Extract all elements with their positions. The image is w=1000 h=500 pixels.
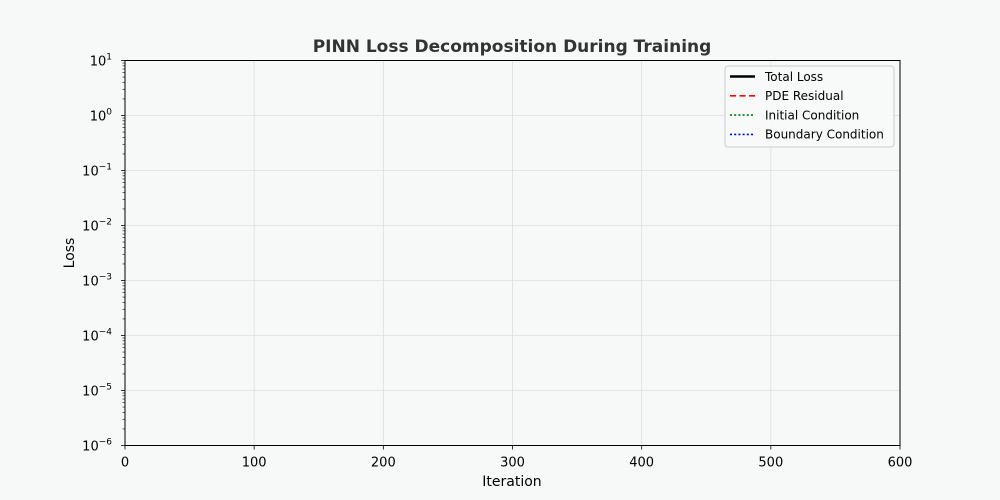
y-tick-exponent: −4 bbox=[99, 328, 113, 338]
y-tick-label: 101 bbox=[90, 53, 112, 70]
y-tick-base: 10 bbox=[82, 330, 99, 345]
y-tick-label: 10−2 bbox=[82, 218, 112, 235]
y-tick-exponent: −5 bbox=[99, 383, 112, 393]
y-tick-label: 10−5 bbox=[82, 383, 112, 400]
x-tick-label: 100 bbox=[242, 456, 267, 471]
axis-ticks: 0 100 200 300 400 500 60010110010−110−210−310−… bbox=[82, 53, 912, 471]
y-tick-base: 10 bbox=[82, 440, 99, 455]
y-tick-label: 10−6 bbox=[82, 438, 112, 455]
legend: Total Loss PDE Residual Initial Condition B… bbox=[724, 65, 895, 148]
x-tick-label: 200 bbox=[371, 456, 396, 471]
y-tick-exponent: −1 bbox=[99, 163, 112, 173]
y-axis-label: Loss bbox=[62, 238, 78, 269]
y-tick-base: 10 bbox=[82, 165, 99, 180]
y-tick-label: 10−4 bbox=[82, 328, 112, 345]
y-tick-base: 10 bbox=[82, 220, 99, 235]
y-tick-exponent: 1 bbox=[106, 53, 112, 63]
y-tick-exponent: −6 bbox=[99, 438, 113, 448]
y-tick-label: 100 bbox=[90, 108, 113, 125]
x-tick-label: 400 bbox=[629, 456, 654, 471]
y-tick-exponent: −3 bbox=[99, 273, 112, 283]
legend-frame bbox=[724, 65, 895, 148]
y-tick-label: 10−3 bbox=[82, 273, 112, 290]
legend-label: PDE Residual bbox=[765, 89, 844, 103]
y-tick-base: 10 bbox=[90, 110, 107, 125]
legend-label: Total Loss bbox=[764, 70, 823, 84]
legend-label: Initial Condition bbox=[765, 108, 859, 122]
y-tick-label: 10−1 bbox=[82, 163, 112, 180]
x-tick-label: 600 bbox=[888, 456, 913, 471]
x-tick-label: 0 bbox=[121, 456, 129, 471]
y-tick-exponent: 0 bbox=[106, 108, 112, 118]
x-tick-label: 500 bbox=[758, 456, 783, 471]
y-tick-base: 10 bbox=[90, 55, 107, 70]
grid bbox=[125, 60, 900, 446]
y-tick-base: 10 bbox=[82, 385, 99, 400]
x-axis-label: Iteration bbox=[482, 474, 541, 490]
chart-title: PINN Loss Decomposition During Training bbox=[313, 37, 712, 57]
legend-label: Boundary Condition bbox=[765, 128, 884, 142]
y-tick-exponent: −2 bbox=[99, 218, 112, 228]
y-tick-base: 10 bbox=[82, 275, 99, 290]
x-tick-label: 300 bbox=[500, 456, 525, 471]
